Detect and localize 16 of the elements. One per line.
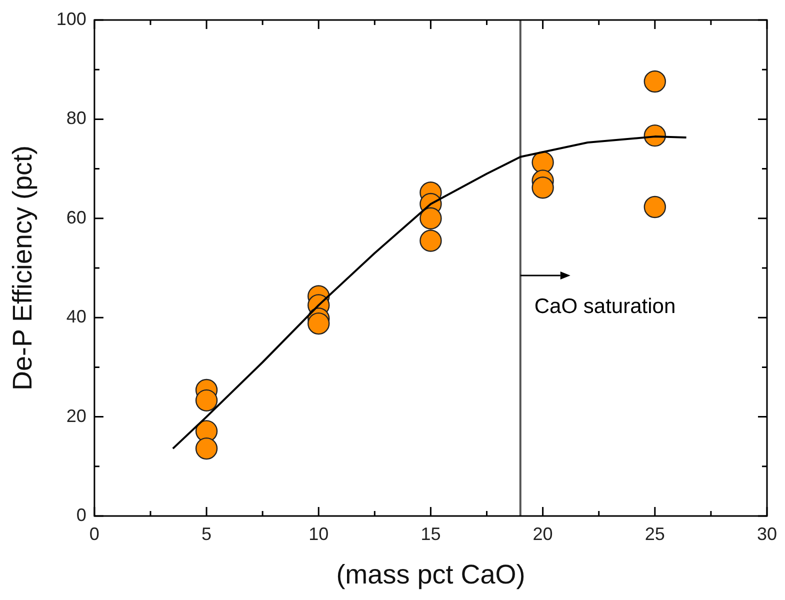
y-tick-label: 20 — [66, 406, 86, 426]
x-tick-label: 30 — [756, 524, 778, 544]
x-tick-label: 5 — [202, 524, 212, 544]
x-tick-label: 10 — [308, 524, 329, 544]
x-tick-label: 25 — [644, 524, 665, 544]
y-tick-label: 0 — [76, 504, 86, 525]
x-axis-title: (mass pct CaO) — [336, 559, 526, 590]
y-axis-title: De-P Efficiency (pct) — [8, 145, 38, 391]
y-tick-label: 60 — [66, 207, 86, 228]
x-tick-label: 0 — [89, 524, 100, 544]
y-tick-label: 80 — [66, 108, 86, 128]
x-tick-label: 15 — [420, 524, 441, 544]
ref-line-label: CaO saturation — [534, 295, 676, 318]
y-tick-label: 100 — [56, 8, 86, 29]
x-tick-label: 20 — [532, 524, 553, 544]
y-tick-label: 40 — [66, 306, 86, 327]
